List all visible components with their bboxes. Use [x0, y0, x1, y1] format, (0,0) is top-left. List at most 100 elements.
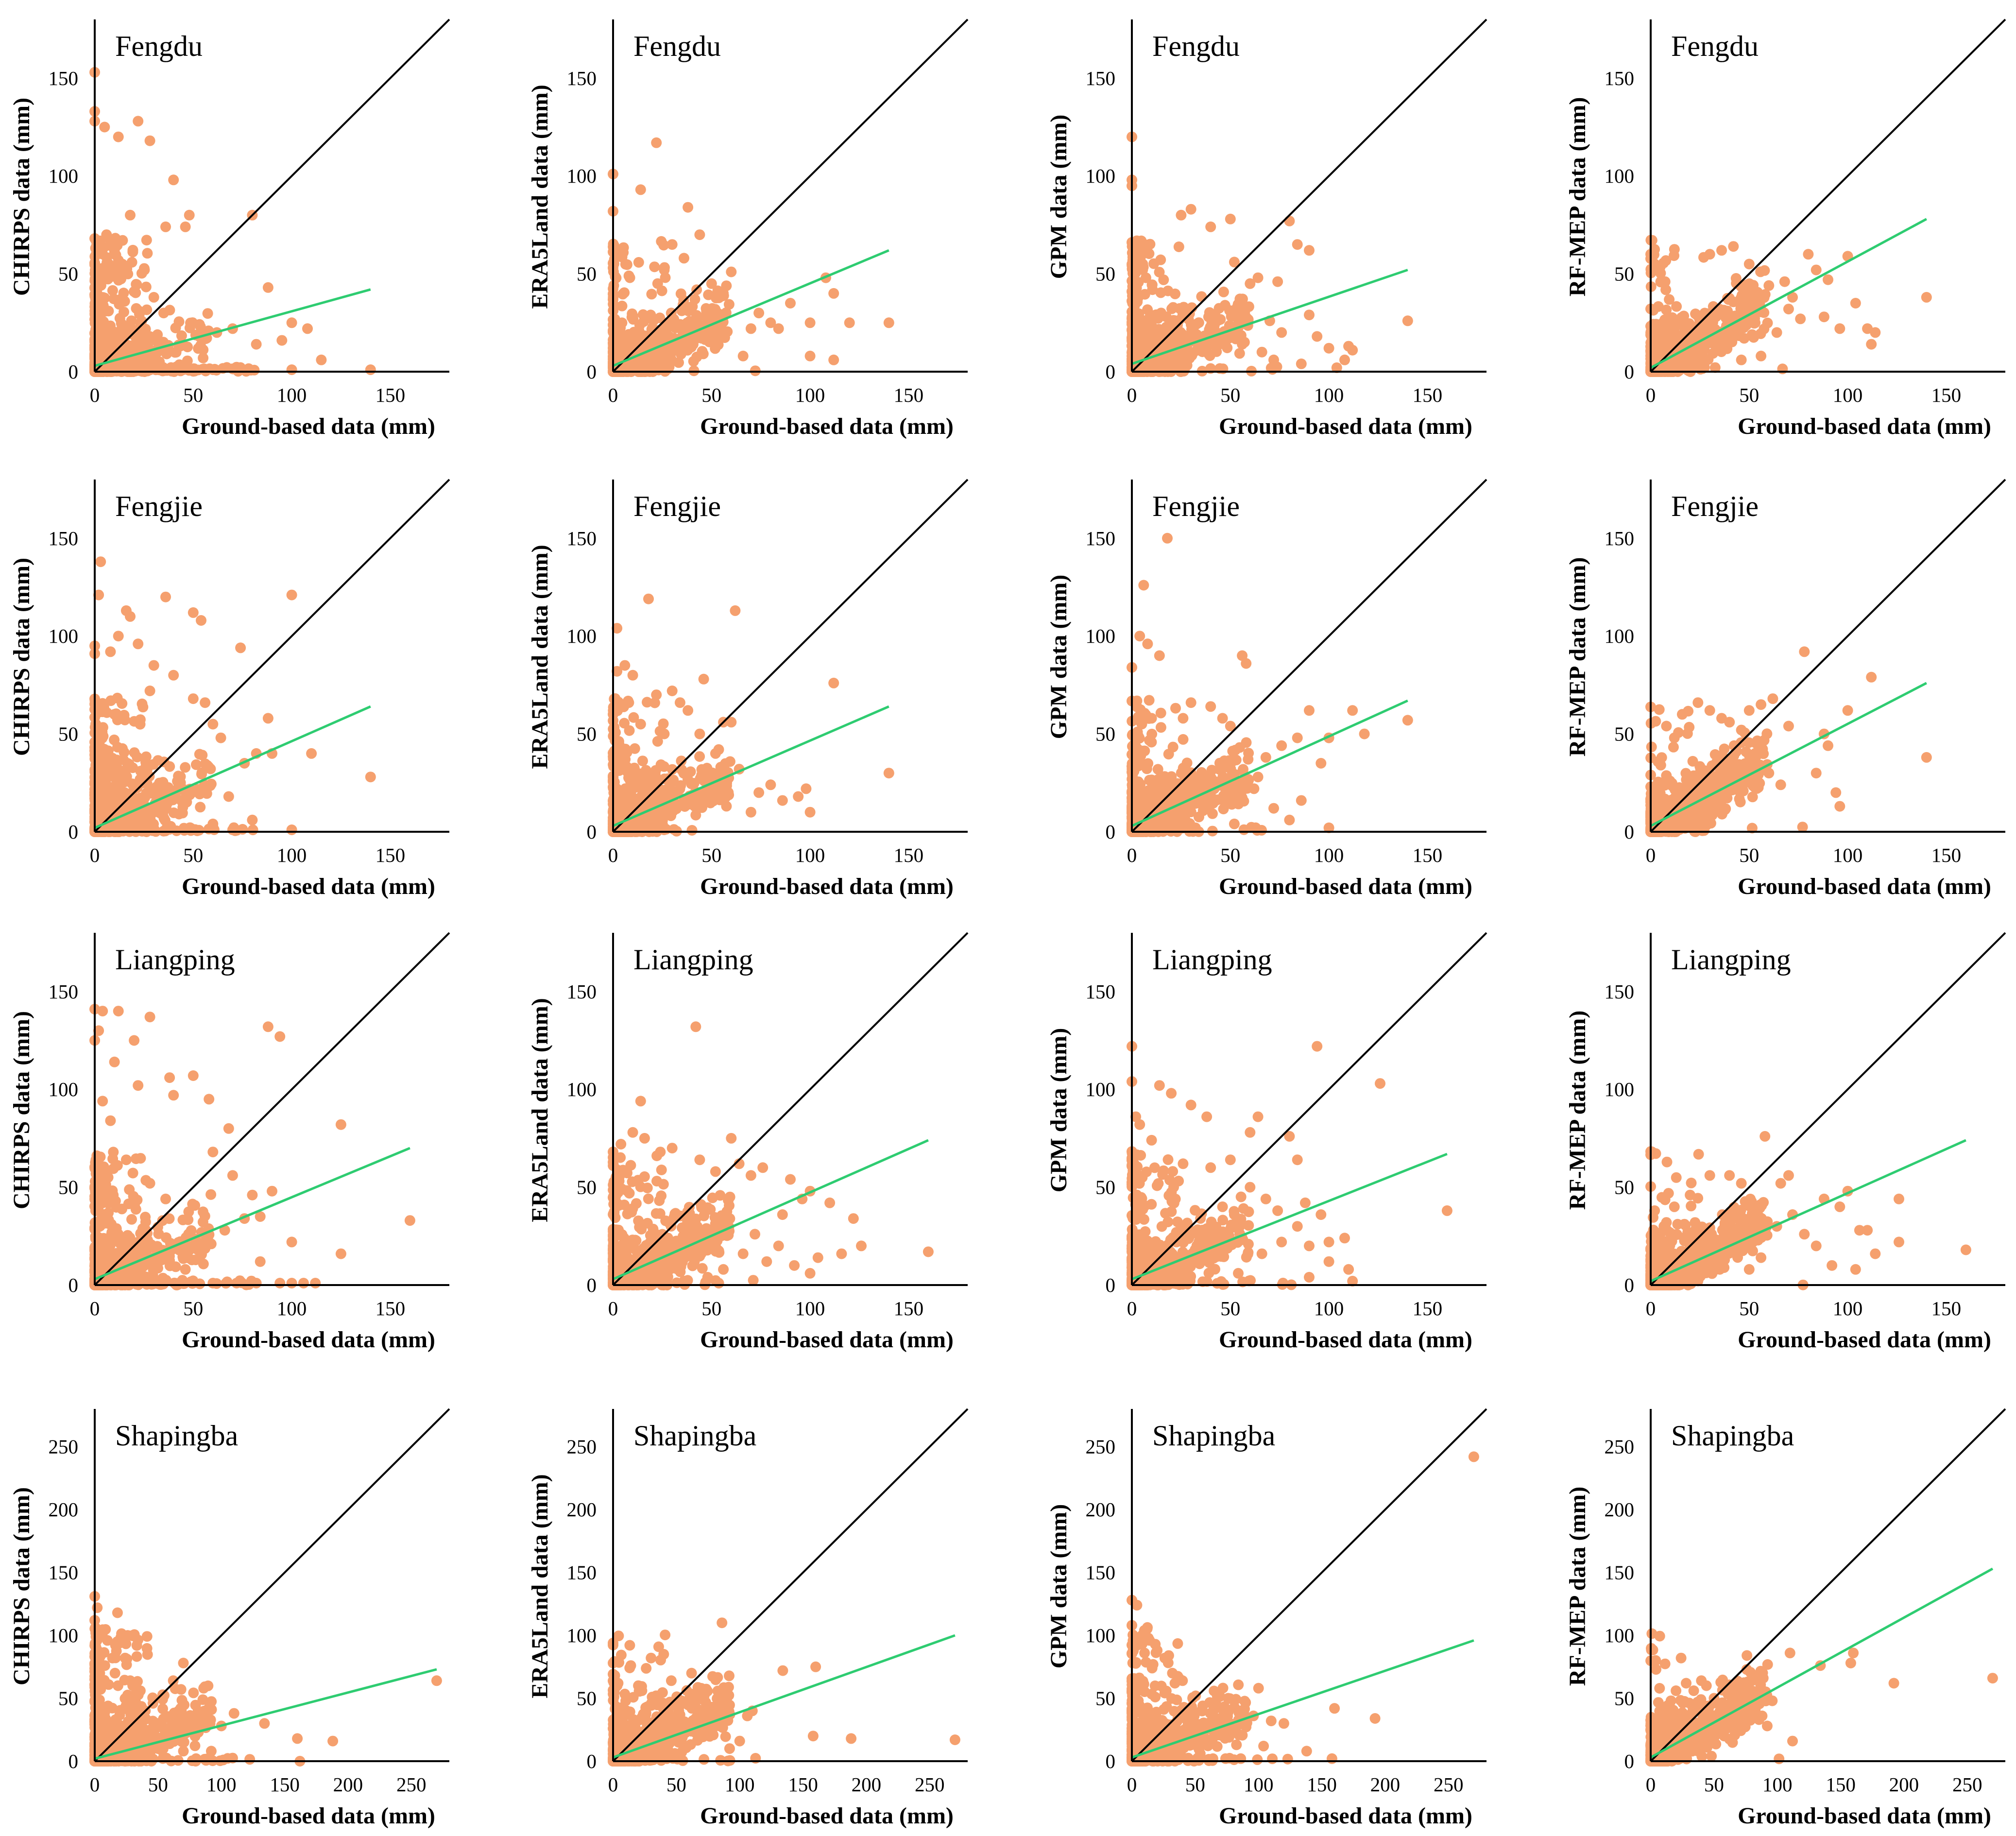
x-tick-label: 100	[1314, 844, 1344, 866]
data-point	[1704, 249, 1715, 260]
data-point	[144, 135, 155, 146]
data-point	[109, 734, 120, 745]
data-point	[175, 777, 186, 788]
data-point	[1651, 327, 1662, 338]
data-point	[160, 591, 171, 602]
x-axis-title: Ground-based data (mm)	[1219, 874, 1472, 899]
data-point	[654, 348, 665, 359]
data-point	[1248, 783, 1260, 794]
scatter-points	[608, 137, 894, 377]
data-point	[1144, 695, 1155, 706]
data-point	[119, 307, 129, 318]
data-point	[245, 364, 256, 376]
data-point	[1402, 315, 1413, 326]
data-point	[661, 805, 672, 816]
data-point	[1268, 354, 1279, 365]
data-point	[1284, 215, 1295, 226]
data-point	[619, 718, 630, 729]
data-point	[235, 642, 246, 653]
data-point	[286, 364, 297, 375]
x-tick-label: 0	[90, 844, 100, 866]
y-tick-label: 150	[1086, 67, 1116, 89]
x-tick-label: 0	[608, 844, 618, 866]
data-point	[193, 343, 204, 354]
y-tick-label: 0	[1106, 360, 1116, 383]
data-point	[844, 317, 855, 328]
fit-line	[1650, 218, 1927, 369]
x-tick-label: 0	[90, 384, 100, 406]
x-tick-label: 50	[183, 384, 203, 406]
data-point	[145, 813, 156, 824]
data-point	[1272, 276, 1283, 287]
data-point	[689, 294, 700, 305]
data-point	[90, 723, 102, 734]
data-point	[1743, 258, 1755, 270]
data-point	[610, 735, 621, 746]
data-point	[180, 221, 191, 232]
data-point	[1323, 343, 1334, 354]
data-point	[1153, 313, 1163, 324]
data-point	[1167, 741, 1179, 753]
data-point	[1698, 352, 1709, 363]
data-point	[694, 229, 705, 240]
x-axis-title: Ground-based data (mm)	[182, 413, 435, 439]
x-tick-label: 50	[1220, 844, 1240, 866]
data-point	[1155, 707, 1166, 719]
data-point	[173, 316, 185, 327]
data-point	[126, 257, 137, 268]
data-point	[131, 279, 142, 290]
data-point	[169, 364, 180, 375]
y-tick-label: 0	[68, 821, 79, 843]
identity-line	[1131, 479, 1487, 833]
data-point	[828, 288, 839, 299]
data-point	[686, 778, 697, 789]
data-point	[144, 686, 155, 696]
y-tick-label: 50	[58, 263, 78, 285]
data-point	[1225, 213, 1236, 224]
data-point	[1128, 796, 1139, 807]
station-title: Fengjie	[115, 490, 203, 522]
data-point	[1735, 293, 1746, 304]
data-point	[150, 351, 161, 362]
x-tick-label: 150	[1413, 384, 1443, 406]
data-point	[184, 322, 195, 333]
data-point	[688, 334, 699, 345]
data-point	[715, 762, 726, 772]
data-point	[777, 795, 788, 806]
data-point	[1168, 302, 1179, 313]
data-point	[671, 800, 682, 811]
data-point	[215, 732, 226, 743]
data-point	[111, 762, 122, 773]
data-point	[620, 258, 631, 270]
x-tick-label: 100	[795, 844, 825, 866]
data-point	[801, 783, 812, 794]
data-point	[99, 270, 110, 281]
data-point	[92, 236, 103, 247]
data-point	[765, 317, 776, 328]
data-point	[1139, 745, 1150, 756]
data-point	[656, 285, 667, 296]
data-point	[883, 317, 894, 328]
y-tick-label: 150	[1086, 527, 1116, 549]
scatter-points	[89, 67, 376, 377]
data-point	[678, 768, 689, 779]
data-point	[195, 802, 206, 813]
data-point	[1133, 711, 1144, 722]
data-point	[205, 780, 216, 791]
scatter-points	[608, 593, 894, 837]
data-point	[1234, 348, 1245, 359]
data-point	[190, 365, 202, 376]
data-point	[1155, 722, 1166, 733]
data-point	[716, 784, 727, 795]
data-point	[1154, 650, 1165, 661]
data-point	[723, 299, 735, 310]
x-tick-label: 100	[1833, 384, 1863, 406]
data-point	[1230, 745, 1241, 755]
y-tick-label: 50	[1614, 263, 1634, 285]
data-point	[681, 798, 692, 809]
data-point	[127, 244, 138, 256]
data-point	[640, 765, 651, 776]
